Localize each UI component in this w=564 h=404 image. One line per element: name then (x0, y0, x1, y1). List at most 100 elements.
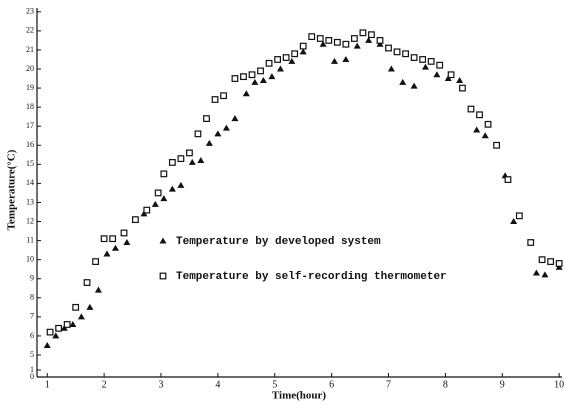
point (242, 90, 250, 97)
point (359, 29, 367, 37)
point (532, 269, 540, 276)
point (427, 57, 435, 65)
point (103, 250, 111, 257)
point (220, 92, 227, 100)
point (222, 124, 230, 131)
y-tick-label: 11 (26, 235, 34, 244)
point (276, 65, 284, 72)
point (353, 42, 361, 49)
point (447, 71, 455, 79)
point (527, 239, 535, 246)
legend-marker (159, 272, 167, 280)
point (251, 78, 259, 85)
y-tick-label: 13 (26, 197, 34, 206)
x-tick-label: 3 (158, 379, 163, 390)
point (288, 57, 296, 64)
point (342, 40, 350, 48)
y-tick-label: 19 (26, 83, 34, 92)
point (214, 130, 222, 137)
x-tick-label: 1 (45, 379, 50, 390)
point (282, 54, 290, 61)
point (160, 195, 168, 202)
y-tick-label: 7 (30, 312, 34, 321)
point (248, 71, 256, 79)
point (43, 341, 51, 348)
x-tick-label: 6 (329, 379, 334, 390)
point (205, 139, 213, 146)
point (231, 75, 239, 82)
y-tick-label: 20 (26, 64, 34, 73)
y-tick-label: 18 (26, 102, 34, 111)
y-tick-label: 22 (26, 26, 34, 35)
point (402, 50, 409, 58)
point (268, 73, 276, 80)
point (330, 57, 338, 64)
point (100, 235, 108, 243)
point (538, 256, 546, 264)
y-tick-label: 15 (26, 159, 34, 168)
point (92, 258, 99, 265)
point (177, 155, 185, 163)
legend-label: Temperature by self-recording thermomete… (176, 271, 447, 283)
point (459, 84, 466, 92)
y-tick-label: 9 (30, 274, 34, 283)
point (547, 258, 555, 265)
y-tick-label: 14 (26, 178, 34, 187)
point (257, 67, 264, 75)
point (410, 82, 418, 89)
y-tick-label: 16 (26, 140, 34, 149)
point (120, 229, 128, 237)
point (456, 76, 464, 83)
point (69, 320, 77, 327)
point (333, 38, 341, 46)
point (109, 235, 117, 243)
x-tick-label: 10 (554, 379, 564, 390)
y-tick-label: 5 (30, 350, 34, 359)
point (365, 36, 373, 43)
point (467, 105, 475, 113)
point (476, 111, 483, 119)
x-tick-label: 5 (272, 379, 277, 390)
y-tick-label: 1 (30, 365, 34, 374)
point (46, 328, 54, 336)
x-tick-label: 7 (386, 379, 391, 390)
point (231, 115, 239, 122)
y-tick-label: 0 (30, 372, 34, 381)
point (368, 31, 375, 39)
point (123, 239, 131, 246)
point (55, 324, 63, 332)
point (385, 44, 392, 52)
point (52, 332, 60, 339)
y-tick-label: 23 (26, 7, 34, 16)
point (436, 61, 444, 69)
point (481, 132, 489, 139)
point (63, 321, 71, 328)
point (515, 212, 523, 220)
y-tick-label: 17 (26, 121, 34, 130)
legend-marker (159, 237, 167, 244)
x-axis-label: Time(hour) (272, 390, 327, 402)
point (86, 303, 94, 310)
point (188, 158, 196, 165)
point (325, 37, 333, 44)
x-tick-label: 2 (102, 379, 107, 390)
y-tick-label: 10 (26, 254, 34, 263)
point (194, 130, 202, 138)
x-tick-label: 8 (443, 379, 448, 390)
point (186, 149, 193, 157)
point (419, 56, 427, 63)
point (197, 157, 205, 164)
point (399, 78, 407, 85)
point (240, 73, 247, 81)
point (265, 59, 273, 67)
y-tick-label: 21 (26, 45, 34, 54)
point (473, 126, 481, 133)
point (493, 141, 500, 149)
point (168, 185, 176, 192)
point (342, 55, 350, 62)
point (72, 303, 80, 311)
point (299, 42, 307, 50)
point (387, 65, 395, 72)
point (160, 170, 168, 178)
